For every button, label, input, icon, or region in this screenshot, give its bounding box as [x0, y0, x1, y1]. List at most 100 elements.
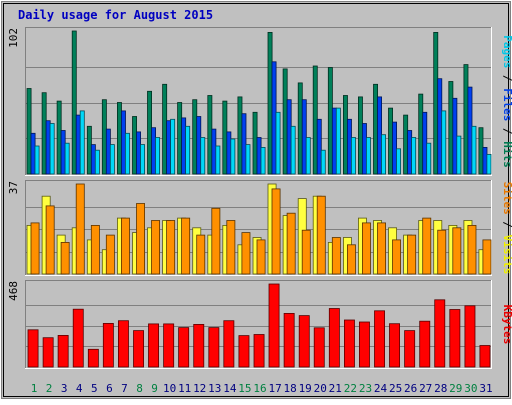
bar-visits-sites-9 [151, 220, 161, 275]
bar-hits-pages-27 [426, 142, 432, 175]
bar-hits-hits-31 [478, 127, 484, 175]
bar-kbytes-kbytes-20 [313, 327, 325, 368]
bar-visits-sites-24 [377, 222, 387, 275]
bar-hits-hits-25 [388, 107, 393, 175]
bar-hits-hits-6 [101, 99, 107, 175]
frame-shadow [1, 1, 511, 399]
bar-kbytes-kbytes-17 [268, 283, 280, 368]
bar-visits-sites-14 [226, 220, 236, 275]
x-tick-label-26: 26 [404, 382, 417, 395]
x-tick-label-13: 13 [208, 382, 221, 395]
x-tick-label-24: 24 [374, 382, 388, 395]
y-max-label-visits: 37 [7, 181, 20, 194]
x-tick-label-4: 4 [76, 382, 83, 395]
bar-hits-files-23 [361, 123, 367, 175]
bar-hits-pages-18 [290, 125, 296, 175]
bar-visits-sites-13 [211, 207, 221, 275]
bar-hits-pages-11 [185, 125, 191, 175]
bar-hits-files-6 [105, 128, 111, 175]
bar-kbytes-kbytes-29 [449, 309, 461, 368]
bar-hits-hits-12 [192, 99, 198, 175]
x-tick-label-10: 10 [163, 382, 176, 395]
legend-item-visits: Visits [501, 235, 512, 275]
bar-hits-pages-24 [381, 134, 386, 175]
y-max-label-hits: 102 [7, 28, 20, 48]
bar-visits-sites-21 [331, 237, 341, 275]
x-tick-label-29: 29 [449, 382, 462, 395]
bar-kbytes-kbytes-6 [102, 322, 114, 368]
bar-hits-hits-7 [117, 102, 122, 175]
bar-hits-pages-28 [441, 110, 447, 175]
bar-hits-hits-26 [403, 114, 409, 175]
x-axis-labels: 1 2 3 4 5 6 7 8 9 10 11 12 13 14 15 16 17 18 19 20 21 22 23 24 2… [31, 382, 493, 395]
legend-item-sites: Sites [501, 182, 512, 215]
bar-hits-hits-24 [373, 83, 378, 175]
panel-hits: 102 Pages / Files / Hits [7, 27, 512, 176]
bar-hits-pages-23 [365, 137, 371, 175]
bar-hits-pages-21 [335, 107, 341, 175]
bar-visits-sites-26 [407, 234, 417, 275]
bar-visits-sites-17 [271, 188, 281, 275]
x-tick-label-5: 5 [91, 382, 98, 395]
legend-item-pages: Pages [501, 35, 512, 68]
bar-visits-sites-27 [422, 217, 432, 275]
bar-hits-files-13 [211, 128, 217, 175]
bar-visits-sites-1 [30, 222, 40, 275]
bar-hits-files-8 [136, 131, 141, 175]
bar-hits-hits-11 [177, 102, 183, 175]
bar-hits-hits-9 [147, 90, 152, 175]
bar-kbytes-kbytes-8 [133, 330, 145, 368]
bar-hits-hits-5 [86, 125, 92, 175]
bar-kbytes-kbytes-21 [328, 308, 340, 368]
bar-kbytes-kbytes-28 [434, 299, 446, 368]
bar-hits-files-5 [90, 144, 96, 175]
legend-separator: / [501, 121, 512, 141]
x-tick-label-9: 9 [151, 382, 158, 395]
x-tick-label-12: 12 [193, 382, 206, 395]
bar-hits-files-10 [166, 120, 172, 175]
bar-visits-sites-19 [301, 229, 311, 275]
chart-border [3, 3, 509, 397]
bar-hits-pages-22 [350, 137, 356, 175]
bar-kbytes-kbytes-18 [283, 312, 295, 368]
bar-hits-files-19 [301, 99, 307, 175]
x-tick-label-27: 27 [419, 382, 432, 395]
bar-kbytes-kbytes-4 [72, 308, 84, 368]
x-tick-label-18: 18 [283, 382, 296, 395]
x-tick-label-2: 2 [46, 382, 53, 395]
legend-item-hits: Hits [501, 141, 512, 168]
bar-kbytes-kbytes-14 [223, 320, 235, 368]
bar-hits-pages-14 [230, 138, 236, 175]
bar-visits-sites-30 [467, 224, 477, 275]
bar-hits-files-3 [60, 130, 66, 175]
chart-panels: 102 Pages / Files / Hits 37 Sites / Visits 4… [7, 27, 512, 369]
bar-hits-files-18 [286, 99, 292, 175]
bar-hits-files-9 [151, 127, 156, 175]
bar-hits-pages-10 [170, 118, 176, 175]
bar-visits-sites-25 [392, 239, 402, 275]
bar-hits-hits-20 [312, 65, 318, 175]
bar-hits-hits-18 [282, 68, 288, 175]
bar-hits-files-7 [121, 110, 126, 175]
bar-hits-files-20 [316, 118, 322, 175]
bar-hits-pages-31 [486, 153, 492, 175]
bar-visits-sites-5 [90, 224, 100, 275]
legend-separator: / [501, 215, 512, 235]
x-tick-label-16: 16 [253, 382, 266, 395]
bar-kbytes-kbytes-10 [163, 323, 175, 368]
bar-kbytes-kbytes-1 [27, 329, 39, 368]
bar-kbytes-kbytes-23 [358, 321, 370, 368]
bar-visits-sites-2 [45, 205, 55, 275]
bar-hits-hits-2 [41, 92, 47, 175]
x-tick-label-6: 6 [106, 382, 113, 395]
bar-visits-sites-12 [196, 234, 206, 275]
bar-hits-files-1 [30, 132, 36, 175]
bar-hits-pages-5 [94, 149, 100, 175]
bar-visits-sites-8 [136, 203, 146, 275]
bar-hits-files-14 [226, 131, 232, 175]
panel-kbytes: 468 KBytes [7, 280, 512, 369]
bar-visits-sites-11 [181, 217, 191, 275]
legend-visits: Sites / Visits [501, 182, 512, 275]
